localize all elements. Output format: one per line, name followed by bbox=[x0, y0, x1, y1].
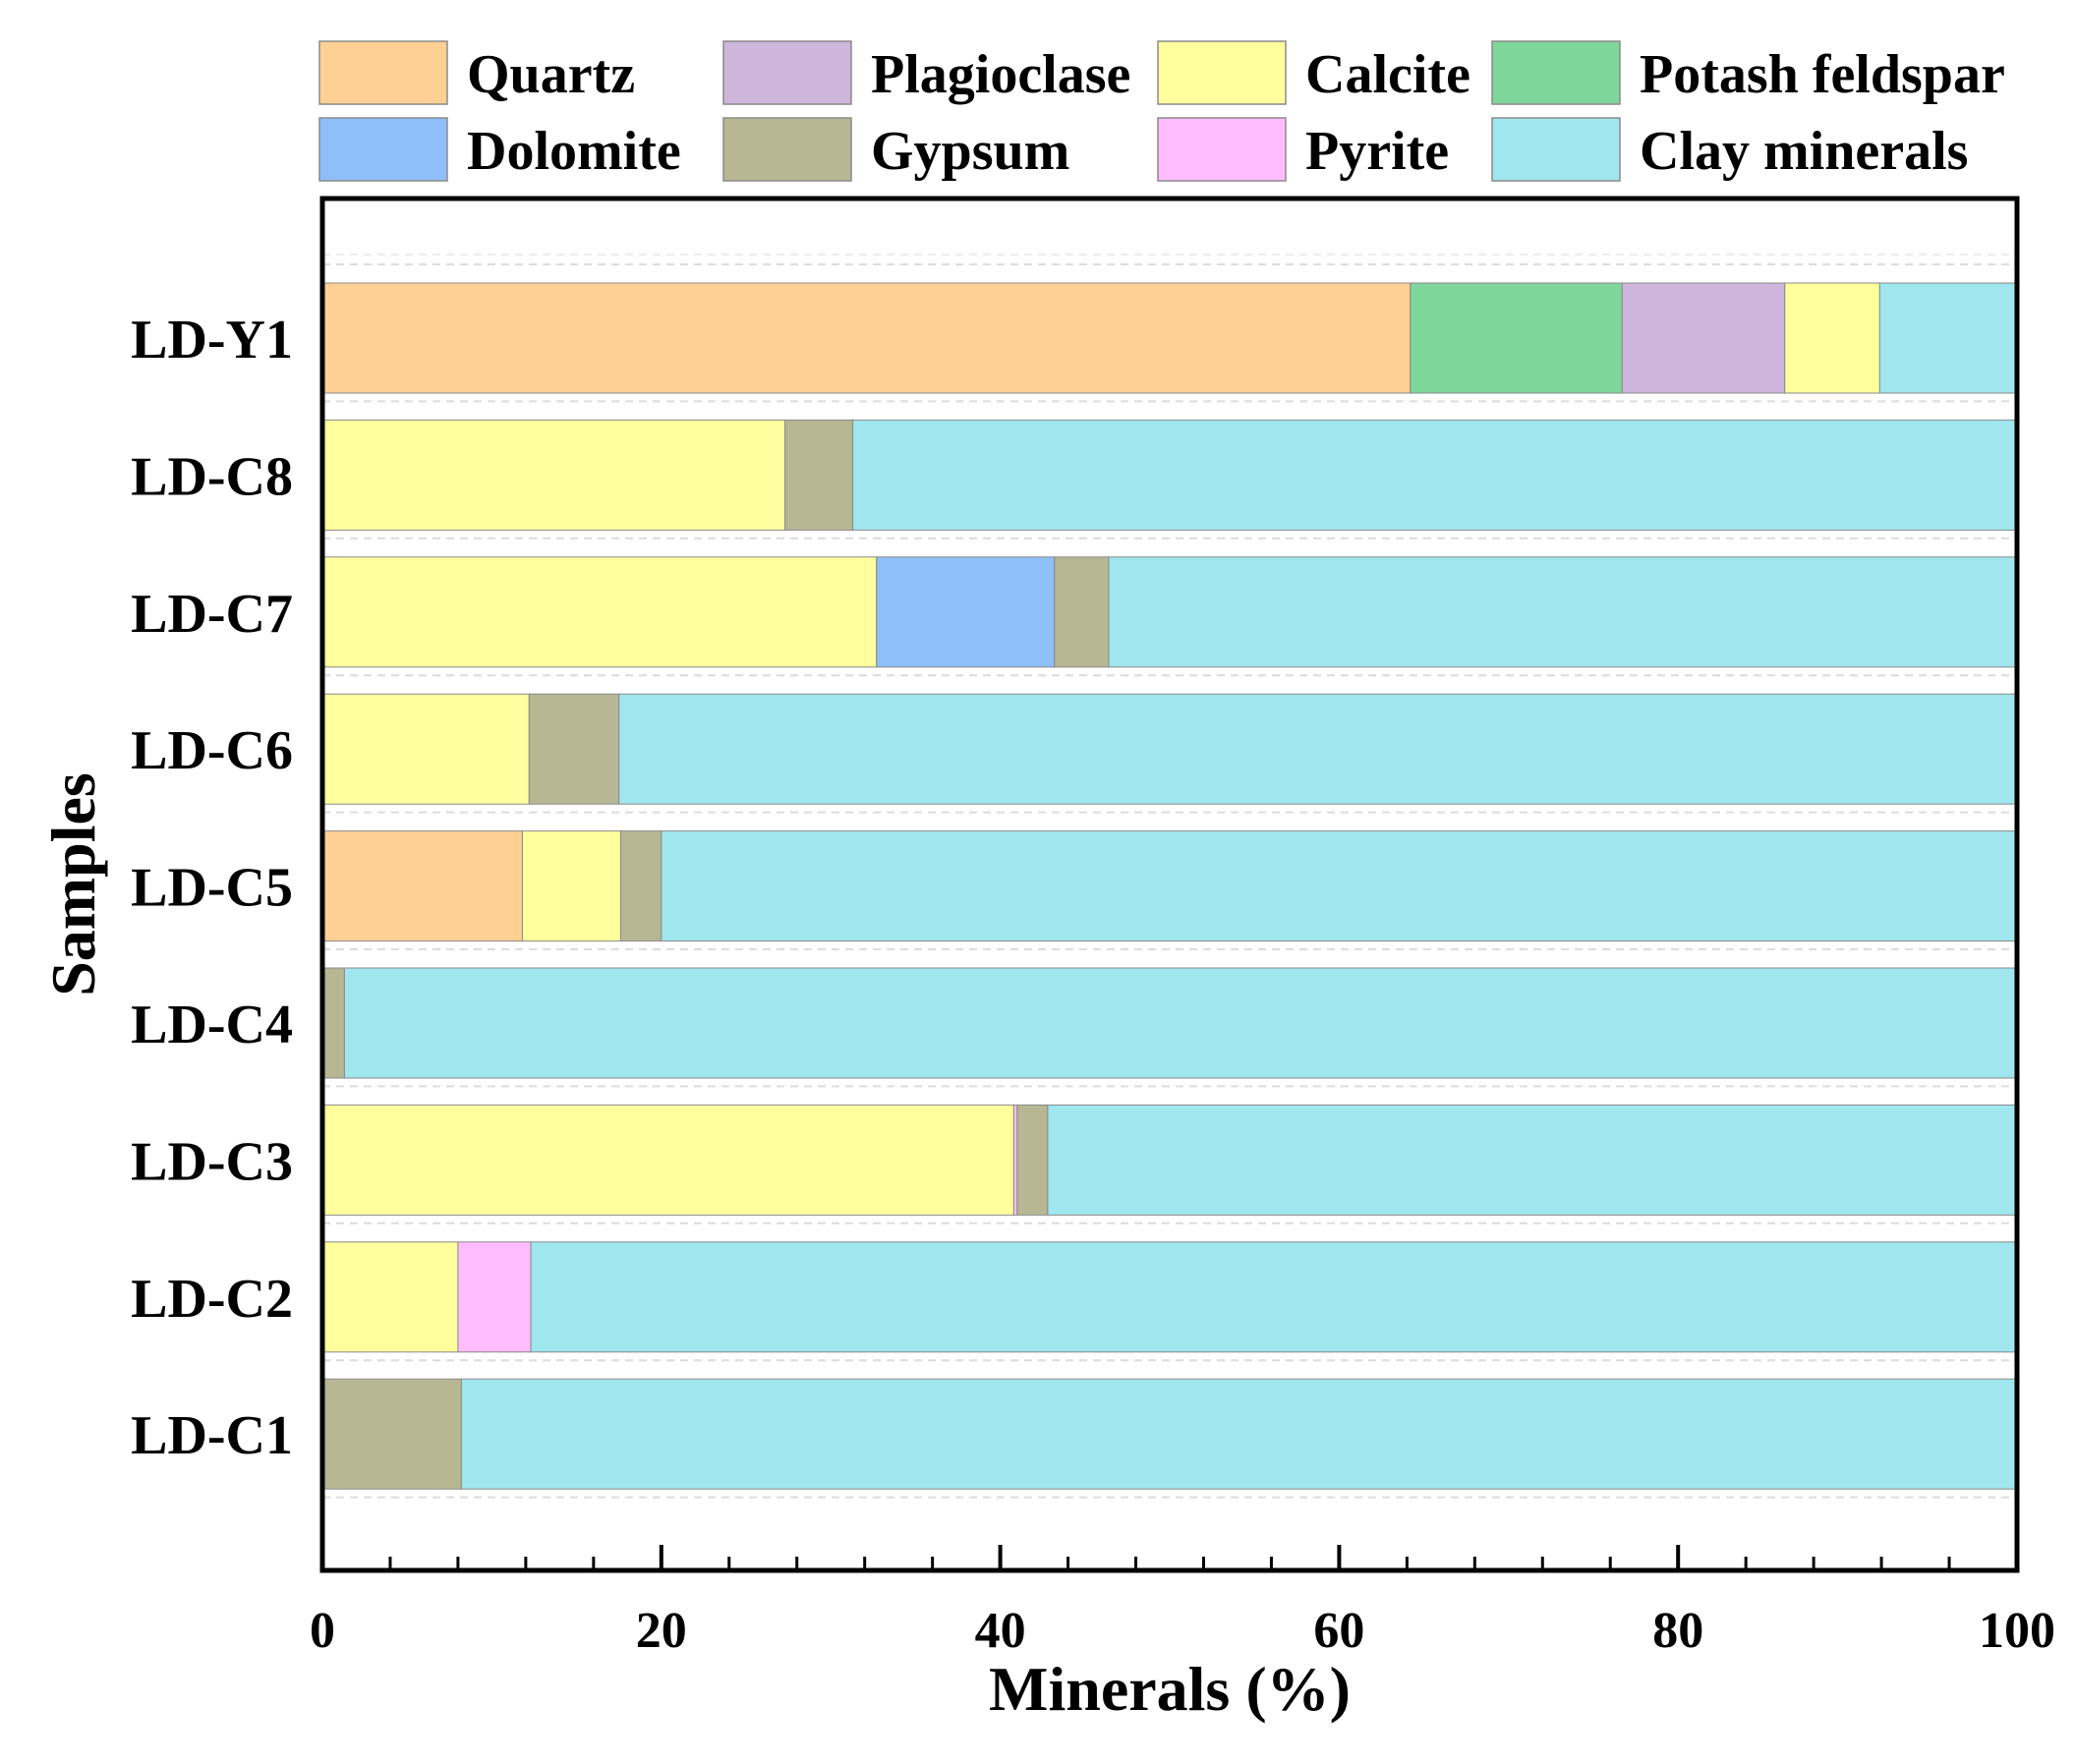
ytick-label-ld-c1: LD-C1 bbox=[131, 1405, 293, 1466]
bar-ld-c3-clay-minerals bbox=[1047, 1104, 2018, 1216]
bar-ld-c6-calcite bbox=[321, 693, 530, 805]
legend-label-gypsum: Gypsum bbox=[871, 121, 1069, 182]
bar-ld-c2-calcite bbox=[321, 1241, 459, 1353]
xtick-label: 60 bbox=[1313, 1603, 1364, 1659]
legend-label-pyrite: Pyrite bbox=[1305, 121, 1449, 182]
bar-ld-c5-clay-minerals bbox=[661, 830, 2018, 942]
bar-ld-c8-gypsum bbox=[784, 419, 854, 531]
bar-ld-c5-calcite bbox=[521, 830, 621, 942]
legend-swatch-calcite bbox=[1157, 40, 1287, 105]
bar-ld-c6-clay-minerals bbox=[618, 693, 2018, 805]
ytick-label-ld-c7: LD-C7 bbox=[131, 584, 293, 645]
legend-swatch-quartz bbox=[318, 40, 448, 105]
bar-ld-c7-gypsum bbox=[1054, 556, 1110, 668]
legend-label-clay-minerals: Clay minerals bbox=[1640, 121, 1968, 182]
ytick-label-ld-c5: LD-C5 bbox=[131, 858, 293, 919]
ytick-label-ld-y1: LD-Y1 bbox=[131, 310, 293, 370]
bar-ld-y1-quartz bbox=[321, 282, 1412, 394]
xtick-label: 20 bbox=[636, 1603, 687, 1659]
bar-ld-c7-clay-minerals bbox=[1108, 556, 2018, 668]
ytick-label-ld-c3: LD-C3 bbox=[131, 1131, 293, 1192]
legend-label-dolomite: Dolomite bbox=[467, 121, 681, 182]
bar-ld-c8-calcite bbox=[321, 419, 786, 531]
xtick-label: 100 bbox=[1979, 1603, 2055, 1659]
legend-swatch-gypsum bbox=[722, 117, 852, 182]
x-axis-title: Minerals (%) bbox=[989, 1654, 1351, 1724]
bar-ld-c4-clay-minerals bbox=[343, 967, 2018, 1079]
xtick-label: 80 bbox=[1652, 1603, 1703, 1659]
bar-ld-y1-clay-minerals bbox=[1878, 282, 2018, 394]
ytick-label-ld-c4: LD-C4 bbox=[131, 995, 293, 1055]
legend-label-plagioclase: Plagioclase bbox=[871, 44, 1130, 105]
bar-ld-c4-gypsum bbox=[321, 967, 345, 1079]
bar-ld-c8-clay-minerals bbox=[852, 419, 2018, 531]
plot-frame bbox=[319, 196, 2020, 1573]
ytick-label-ld-c2: LD-C2 bbox=[131, 1269, 293, 1330]
xtick-label: 0 bbox=[310, 1603, 335, 1659]
legend-swatch-plagioclase bbox=[722, 40, 852, 105]
bar-ld-c5-gypsum bbox=[619, 830, 663, 942]
bar-ld-c7-calcite bbox=[321, 556, 878, 668]
bar-ld-y1-calcite bbox=[1784, 282, 1880, 394]
legend-label-calcite: Calcite bbox=[1305, 44, 1470, 105]
bar-ld-c3-calcite bbox=[321, 1104, 1014, 1216]
legend-swatch-clay-minerals bbox=[1491, 117, 1621, 182]
bar-ld-y1-plagioclase bbox=[1621, 282, 1786, 394]
legend-label-potash-feldspar: Potash feldspar bbox=[1640, 44, 2005, 105]
bar-ld-c7-dolomite bbox=[876, 556, 1056, 668]
bar-ld-c2-clay-minerals bbox=[530, 1241, 2018, 1353]
bar-ld-c5-quartz bbox=[321, 830, 523, 942]
legend-swatch-potash-feldspar bbox=[1491, 40, 1621, 105]
bar-ld-c6-gypsum bbox=[528, 693, 620, 805]
ytick-label-ld-c8: LD-C8 bbox=[131, 446, 293, 507]
bar-ld-c1-gypsum bbox=[321, 1378, 462, 1490]
y-axis-title: Samples bbox=[38, 772, 108, 996]
bar-ld-y1-potash-feldspar bbox=[1410, 282, 1623, 394]
bar-ld-c3-pyrite bbox=[1012, 1104, 1018, 1216]
legend-swatch-pyrite bbox=[1157, 117, 1287, 182]
legend-swatch-dolomite bbox=[318, 117, 448, 182]
bar-ld-c1-clay-minerals bbox=[460, 1378, 2018, 1490]
bar-ld-c2-pyrite bbox=[457, 1241, 532, 1353]
xtick-label: 40 bbox=[975, 1603, 1026, 1659]
ytick-label-ld-c6: LD-C6 bbox=[131, 720, 293, 781]
legend-label-quartz: Quartz bbox=[467, 44, 635, 105]
bar-ld-c3-gypsum bbox=[1016, 1104, 1049, 1216]
